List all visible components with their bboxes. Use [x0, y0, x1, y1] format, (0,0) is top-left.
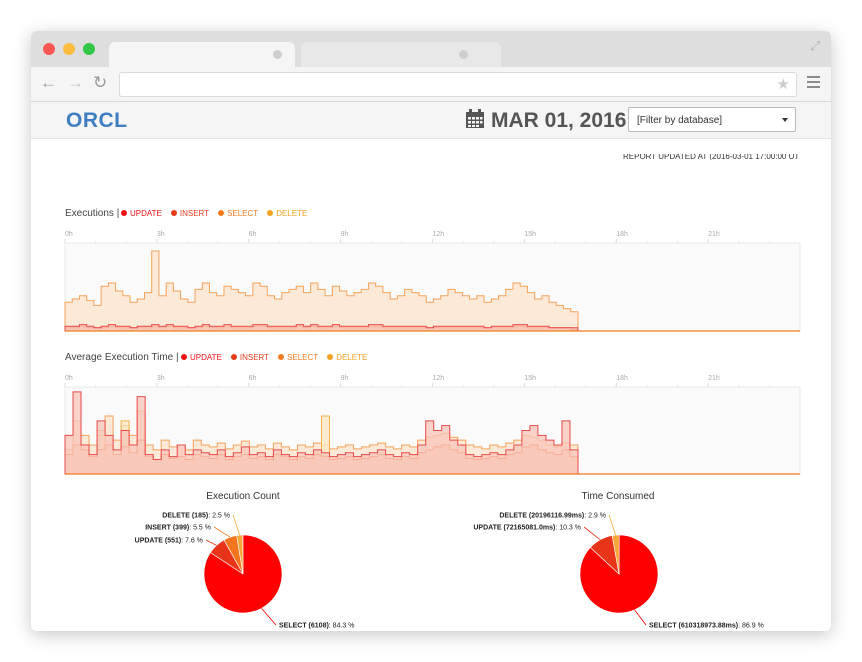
avg-time-legend-insert[interactable]: INSERT [230, 353, 269, 362]
executions-legend-delete[interactable]: DELETE [267, 209, 307, 218]
time-pie-slice-label: SELECT (610318973.88ms): 86.9 % [649, 623, 764, 630]
legend-dot-icon [218, 210, 225, 216]
legend-dot-icon [121, 210, 127, 216]
avg-time-x-tick: 6h [249, 375, 257, 382]
executions-x-tick: 6h [249, 231, 257, 238]
avg-time-x-tick: 12h [433, 375, 445, 382]
legend-dot-icon [181, 354, 187, 360]
avg-time-x-tick: 21h [708, 375, 720, 382]
executions-series-select [64, 250, 579, 332]
time-pie-slice-label: UPDATE (72165081.0ms): 10.3 % [473, 525, 581, 532]
executions-x-tick: 9h [341, 231, 349, 238]
browser-tab-inactive[interactable] [301, 42, 501, 68]
avg-time-legend: UPDATE INSERT SELECT DELETE [181, 353, 376, 362]
address-bar[interactable]: ★ [119, 72, 797, 97]
executions-chart-title: Executions | [65, 208, 120, 219]
execution-count-title: Execution Count [206, 491, 280, 502]
browser-window: ⤢ ← → ↻ ★ ORCL MAR 01, 2016 [Filter by d… [31, 31, 831, 631]
time-pie-leader-line [608, 514, 617, 536]
executions-legend-select[interactable]: SELECT [218, 209, 258, 218]
executions-x-tick: 12h [433, 231, 445, 238]
legend-dot-icon [267, 210, 274, 216]
fullscreen-icon[interactable]: ⤢ [810, 38, 821, 53]
executions-chart: 0h 3h 6h 9h 12h 15h 18h 21h 0h 3h 6h 9h 12h 15h 18h 21h… [64, 231, 801, 630]
browser-toolbar: ← → ↻ ★ [31, 67, 831, 102]
forward-button[interactable]: → [67, 73, 84, 92]
tab-strip: ⤢ [31, 31, 831, 68]
avg-time-legend-select[interactable]: SELECT [278, 353, 318, 362]
minimize-window-button[interactable] [63, 43, 75, 55]
close-window-button[interactable] [43, 43, 55, 55]
executions-x-tick: 21h [708, 231, 720, 238]
back-button[interactable]: ← [40, 73, 57, 92]
browser-tab-active[interactable] [109, 42, 295, 68]
executions-legend: UPDATE INSERT SELECT DELETE [121, 209, 316, 218]
count-pie-leader-line [232, 514, 241, 536]
executions-legend-insert[interactable]: INSERT [170, 209, 209, 218]
maximize-window-button[interactable] [83, 43, 95, 55]
count-pie-slice-label: DELETE (185): 2.5 % [162, 513, 230, 520]
tab-close-icon[interactable] [273, 50, 282, 59]
bookmark-star-icon[interactable]: ★ [776, 76, 790, 93]
time-consumed-title: Time Consumed [581, 491, 655, 502]
legend-dot-icon [278, 354, 285, 360]
executions-series-update [64, 324, 579, 332]
count-pie-leader-line [261, 608, 277, 626]
browser-menu-icon[interactable] [807, 76, 820, 91]
avg-time-x-tick: 9h [341, 375, 349, 382]
count-pie-slice-label: SELECT (6108): 84.3 % [279, 623, 354, 630]
executions-legend-update[interactable]: UPDATE [121, 209, 162, 218]
time-pie-slice-delete [611, 534, 620, 575]
calendar-icon [466, 109, 484, 128]
brand-logo[interactable]: ORCL [66, 109, 128, 132]
chevron-down-icon [782, 118, 788, 122]
report-date: MAR 01, 2016 [491, 109, 627, 132]
reload-button[interactable]: ↻ [93, 73, 108, 92]
time-pie-leader-line [634, 609, 647, 626]
database-filter-select[interactable]: [Filter by database] [628, 107, 796, 132]
time-pie-slice-label: DELETE (20196116.99ms): 2.9 % [499, 513, 606, 520]
avg-time-chart-title: Average Execution Time | [65, 352, 179, 363]
avg-time-x-tick: 18h [616, 375, 628, 382]
avg-time-x-tick: 3h [157, 375, 165, 382]
count-pie-slice-label: INSERT (399): 5.5 % [145, 525, 211, 532]
page-content: ORCL MAR 01, 2016 [Filter by database] R… [31, 102, 831, 631]
count-pie-leader-line [205, 539, 217, 546]
avg-time-legend-delete[interactable]: DELETE [327, 353, 367, 362]
legend-dot-icon [230, 354, 237, 360]
count-pie-leader-line [213, 526, 231, 538]
avg-time-x-tick: 0h [65, 375, 73, 382]
legend-dot-icon [170, 210, 177, 216]
count-pie-slice-label: UPDATE (551): 7.6 % [135, 538, 203, 545]
avg-time-series-update [64, 391, 579, 475]
executions-x-tick: 15h [524, 231, 536, 238]
executions-x-tick: 3h [157, 231, 165, 238]
time-pie-leader-line [583, 526, 601, 541]
report-updated-text: REPORT UPDATED AT (2016-03-01 17:00:00 U… [623, 154, 799, 160]
avg-time-legend-update[interactable]: UPDATE [181, 353, 222, 362]
tab-close-icon[interactable] [459, 50, 468, 59]
executions-x-tick: 18h [616, 231, 628, 238]
avg-time-x-tick: 15h [524, 375, 536, 382]
database-filter-value: [Filter by database] [637, 115, 723, 126]
executions-x-tick: 0h [65, 231, 73, 238]
app-header: ORCL MAR 01, 2016 [Filter by database] [31, 102, 831, 139]
legend-dot-icon [327, 354, 334, 360]
